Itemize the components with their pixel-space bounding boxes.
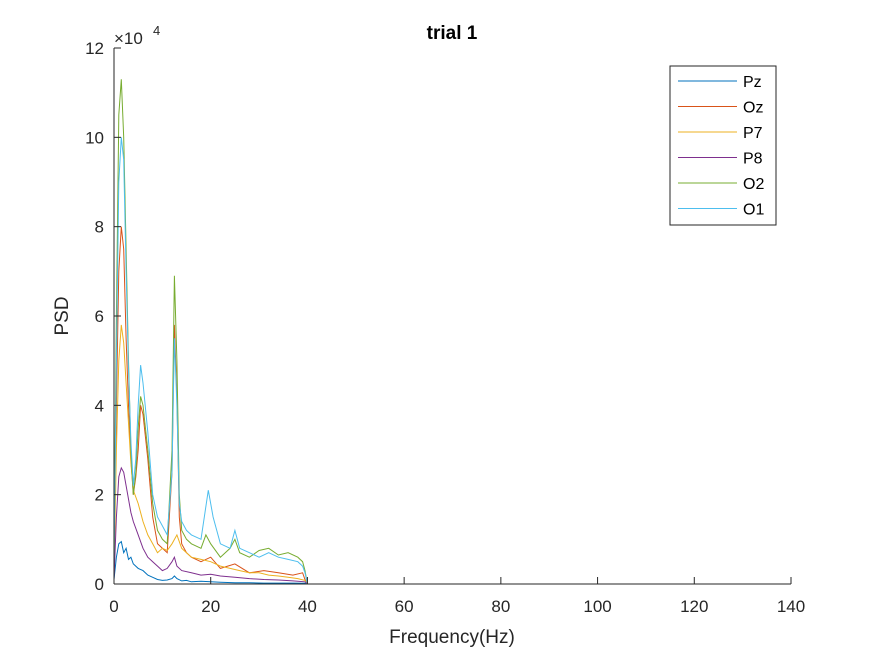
ticks-layer: 0 20 40 60 80 100 120 140 0 2 4 6 8 10 12 bbox=[85, 39, 805, 616]
y-tick-label: 0 bbox=[95, 575, 104, 594]
x-tick-label: 140 bbox=[777, 597, 805, 616]
x-tick-label: 80 bbox=[491, 597, 510, 616]
y-exponent-power: 4 bbox=[153, 23, 160, 38]
legend-label-oz: Oz bbox=[743, 100, 763, 117]
legend-label-o2: O2 bbox=[743, 176, 764, 193]
y-tick-label: 4 bbox=[95, 396, 104, 415]
x-axis-label: Frequency(Hz) bbox=[389, 627, 515, 648]
y-tick-label: 8 bbox=[95, 218, 104, 237]
x-tick-label: 100 bbox=[583, 597, 611, 616]
y-axis-label: PSD bbox=[52, 296, 73, 335]
x-tick-label: 120 bbox=[680, 597, 708, 616]
y-tick-label: 6 bbox=[95, 307, 104, 326]
x-tick-label: 20 bbox=[201, 597, 220, 616]
series-line-p8 bbox=[113, 466, 719, 585]
y-tick-label: 12 bbox=[85, 39, 104, 58]
x-tick-label: 0 bbox=[109, 597, 118, 616]
series-line-o1 bbox=[113, 137, 719, 585]
y-tick-label: 2 bbox=[95, 486, 104, 505]
series-line-p7 bbox=[113, 324, 719, 585]
chart-title: trial 1 bbox=[427, 23, 478, 44]
legend-label-o1: O1 bbox=[743, 202, 764, 219]
x-tick-label: 60 bbox=[395, 597, 414, 616]
legend-box bbox=[669, 65, 777, 226]
y-exponent-label: ×10 4 bbox=[114, 23, 160, 48]
y-exponent-base: ×10 bbox=[114, 29, 143, 48]
series-layer bbox=[113, 79, 719, 585]
legend-label-pz: Pz bbox=[743, 74, 762, 91]
series-line-pz bbox=[113, 540, 719, 585]
legend-label-p8: P8 bbox=[743, 151, 763, 168]
legend: Pz Oz P7 P8 O2 O1 bbox=[669, 65, 777, 226]
legend-label-p7: P7 bbox=[743, 125, 763, 142]
x-tick-label: 40 bbox=[298, 597, 317, 616]
y-tick-label: 10 bbox=[85, 128, 104, 147]
